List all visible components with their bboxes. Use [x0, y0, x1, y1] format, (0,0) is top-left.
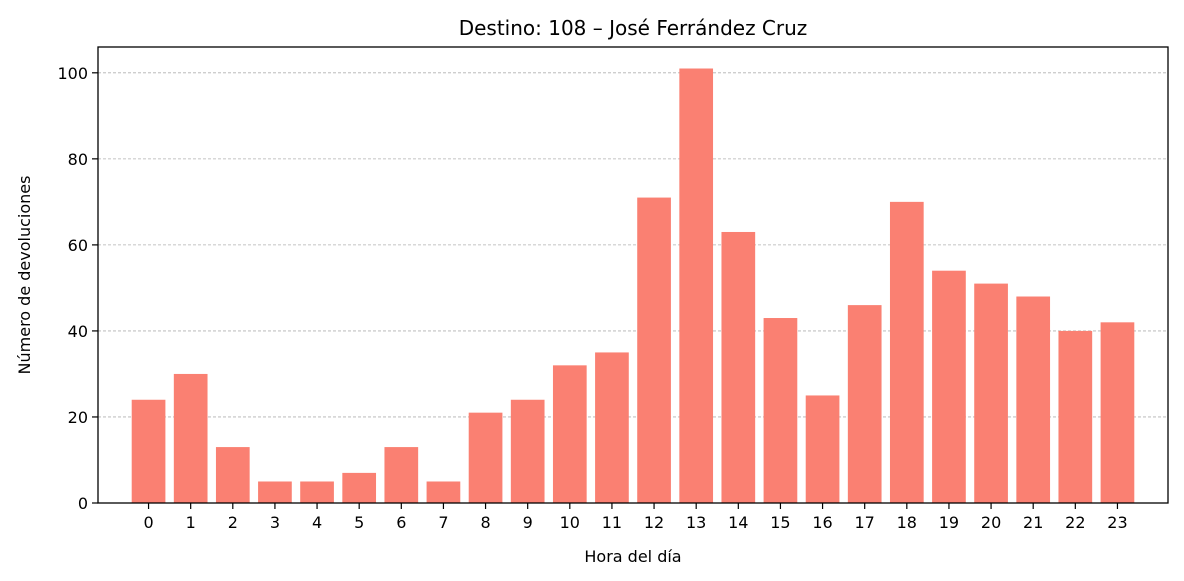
x-tick-label: 12 — [644, 513, 664, 532]
y-tick-label: 80 — [68, 150, 88, 169]
x-tick-label: 3 — [270, 513, 280, 532]
bar-hour-15 — [763, 318, 798, 503]
bar-hour-8 — [468, 412, 503, 503]
x-tick-label: 16 — [812, 513, 832, 532]
bar-hour-11 — [595, 352, 629, 503]
x-tick-label: 14 — [728, 513, 748, 532]
bar-hour-22 — [1058, 330, 1093, 503]
bar-hour-17 — [847, 305, 882, 503]
bar-hour-7 — [426, 481, 461, 503]
bar-hour-23 — [1100, 322, 1135, 503]
x-tick-label: 5 — [354, 513, 364, 532]
x-tick-label: 7 — [438, 513, 448, 532]
y-tick-label: 40 — [68, 322, 88, 341]
x-tick-label: 17 — [855, 513, 875, 532]
x-tick-label: 15 — [770, 513, 790, 532]
x-axis-ticks: 0 1 2 3 4 5 6 7 8 9 10 11 12 13 14 15 16 17 18 19 20 21 22 23 — [143, 503, 1128, 532]
chart-title: Destino: 108 – José Ferrández Cruz — [459, 16, 808, 40]
bar-hour-12 — [637, 197, 671, 503]
x-tick-label: 1 — [186, 513, 196, 532]
bar-hour-0 — [131, 399, 166, 503]
bar-hour-20 — [974, 283, 1008, 503]
y-axis-title: Número de devoluciones — [15, 176, 34, 375]
bar-hour-5 — [342, 472, 377, 503]
x-tick-label: 0 — [143, 513, 153, 532]
bar-hour-3 — [258, 481, 292, 503]
bar-hour-16 — [805, 395, 840, 503]
bars — [131, 68, 1135, 504]
bar-hour-9 — [510, 399, 545, 503]
x-tick-label: 18 — [897, 513, 917, 532]
y-axis-ticks: 0 20 40 60 80 100 — [57, 64, 98, 513]
bar-hour-10 — [552, 365, 587, 503]
x-tick-label: 21 — [1023, 513, 1043, 532]
plot-frame — [97, 46, 1169, 504]
bar-hour-6 — [384, 447, 419, 503]
x-tick-label: 6 — [396, 513, 406, 532]
y-tick-label: 100 — [57, 64, 88, 83]
bar-hour-1 — [173, 373, 208, 503]
y-tick-label: 20 — [68, 408, 88, 427]
x-tick-label: 11 — [602, 513, 622, 532]
x-tick-label: 13 — [686, 513, 706, 532]
bar-hour-19 — [932, 270, 966, 503]
x-tick-label: 22 — [1065, 513, 1085, 532]
x-tick-label: 9 — [523, 513, 533, 532]
x-tick-label: 10 — [560, 513, 580, 532]
bar-hour-18 — [889, 201, 924, 503]
y-tick-label: 60 — [68, 236, 88, 255]
y-tick-label: 0 — [78, 494, 88, 513]
bar-hour-2 — [215, 447, 250, 503]
bar-hour-21 — [1016, 296, 1051, 503]
bar-hour-4 — [300, 481, 334, 503]
x-axis-title: Hora del día — [584, 547, 681, 566]
bar-hour-13 — [679, 68, 714, 504]
x-tick-label: 8 — [480, 513, 490, 532]
x-tick-label: 2 — [228, 513, 238, 532]
bar-hour-14 — [721, 231, 756, 503]
x-tick-label: 4 — [312, 513, 322, 532]
x-tick-label: 20 — [981, 513, 1001, 532]
x-tick-label: 23 — [1107, 513, 1127, 532]
x-tick-label: 19 — [939, 513, 959, 532]
